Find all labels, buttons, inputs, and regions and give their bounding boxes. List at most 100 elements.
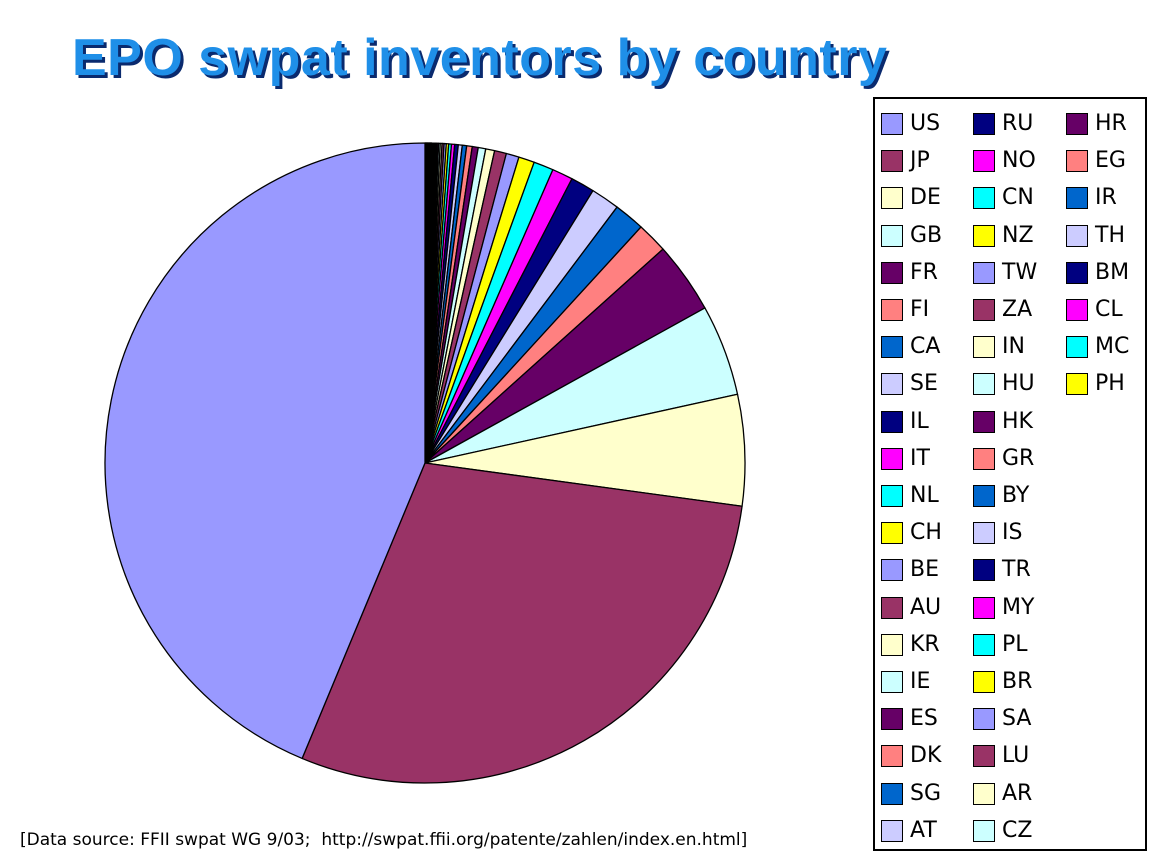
legend-swatch <box>973 336 995 359</box>
legend-entry-il: IL <box>881 408 929 436</box>
legend-entry-ru: RU <box>973 110 1033 138</box>
legend-label: ES <box>910 706 938 732</box>
legend-entry-it: IT <box>881 445 930 473</box>
legend-label: NL <box>910 483 939 508</box>
legend-swatch <box>1066 373 1088 396</box>
legend-label: DE <box>910 185 941 211</box>
legend-swatch <box>881 633 903 656</box>
legend-swatch <box>973 187 995 210</box>
legend-swatch <box>1066 336 1088 359</box>
legend-entry-hk: HK <box>973 408 1033 436</box>
legend-entry-gb: GB <box>881 222 942 250</box>
legend-swatch <box>1066 261 1088 284</box>
pie-chart <box>104 142 746 784</box>
legend-label: RU <box>1002 111 1034 136</box>
legend-label: FR <box>910 259 938 285</box>
chart-title: EPO swpat inventors by country <box>72 29 888 87</box>
legend-label: AR <box>1002 780 1033 806</box>
legend-label: DK <box>910 743 942 769</box>
legend-swatch <box>973 522 995 545</box>
legend-swatch <box>973 671 995 693</box>
legend-swatch <box>1066 224 1088 247</box>
legend-entry-hr: HR <box>1066 110 1127 138</box>
legend-swatch <box>973 633 995 656</box>
legend-label: BM <box>1095 259 1130 285</box>
legend-swatch <box>881 782 903 805</box>
legend-entry-cn: CN <box>973 184 1034 212</box>
legend-swatch <box>881 745 903 768</box>
legend-entry-es: ES <box>881 705 938 733</box>
legend-swatch <box>881 447 903 470</box>
legend-swatch <box>973 559 995 582</box>
legend-entry-ar: AR <box>973 780 1032 808</box>
legend-swatch <box>973 410 995 433</box>
legend-swatch <box>973 745 995 768</box>
legend-label: PL <box>1002 631 1028 657</box>
legend-swatch <box>973 447 995 470</box>
legend-swatch <box>973 261 995 284</box>
legend-swatch <box>881 150 903 173</box>
legend-entry-eg: EG <box>1066 147 1126 175</box>
legend-entry-at: AT <box>881 817 937 845</box>
legend-entry-za: ZA <box>973 296 1032 324</box>
legend-label: SA <box>1002 706 1032 732</box>
legend-swatch <box>973 224 995 247</box>
legend-entry-lu: LU <box>973 742 1029 770</box>
legend-entry-by: BY <box>973 482 1029 510</box>
legend-swatch <box>881 708 903 731</box>
legend-entry-ca: CA <box>881 333 940 361</box>
legend-label: MY <box>1002 594 1035 620</box>
legend-label: IS <box>1002 520 1023 546</box>
legend-label: CZ <box>1002 817 1033 843</box>
legend-entry-ir: IR <box>1066 184 1117 212</box>
legend-label: IR <box>1095 185 1117 211</box>
legend-label: CL <box>1095 297 1123 322</box>
legend-label: CA <box>910 334 941 360</box>
legend-label: GR <box>1002 445 1035 471</box>
legend-swatch <box>881 522 903 545</box>
legend-entry-au: AU <box>881 594 941 622</box>
legend-label: CH <box>910 520 942 546</box>
legend-entry-de: DE <box>881 184 941 212</box>
legend-swatch <box>1066 299 1088 321</box>
legend-entry-fr: FR <box>881 259 938 287</box>
legend-entry-tr: TR <box>973 556 1031 584</box>
legend-swatch <box>973 708 995 731</box>
legend-label: SE <box>910 371 938 397</box>
legend-label: HU <box>1002 371 1035 397</box>
legend-label: EG <box>1095 148 1126 174</box>
legend-swatch <box>881 336 903 359</box>
legend-label: GB <box>910 222 943 248</box>
legend-entry-bm: BM <box>1066 259 1129 287</box>
legend-swatch <box>973 596 995 619</box>
legend-label: AT <box>910 817 937 843</box>
legend-swatch <box>973 299 995 321</box>
legend-entry-se: SE <box>881 370 938 398</box>
data-source-note: [Data source: FFII swpat WG 9/03; http:/… <box>20 830 748 850</box>
legend-label: IT <box>910 445 930 471</box>
legend-entry-th: TH <box>1066 222 1125 250</box>
legend-entry-in: IN <box>973 333 1025 361</box>
legend-label: PH <box>1095 371 1125 397</box>
legend-label: HR <box>1095 111 1127 136</box>
legend-entry-pl: PL <box>973 631 1028 659</box>
legend-label: JP <box>910 148 930 174</box>
legend-entry-is: IS <box>973 519 1022 547</box>
legend-entry-us: US <box>881 110 940 138</box>
legend-label: SG <box>910 780 942 806</box>
legend-swatch <box>1066 150 1088 173</box>
legend-label: AU <box>910 594 942 620</box>
legend-entry-be: BE <box>881 556 939 584</box>
legend-label: KR <box>910 631 940 657</box>
legend-swatch <box>1066 113 1088 135</box>
legend-swatch <box>881 671 903 693</box>
legend-swatch <box>881 187 903 210</box>
legend-swatch <box>881 819 903 842</box>
legend-entry-ph: PH <box>1066 370 1125 398</box>
legend-entry-ie: IE <box>881 668 930 696</box>
legend-label: IL <box>910 408 929 434</box>
legend-entry-ch: CH <box>881 519 942 547</box>
legend-label: HK <box>1002 408 1033 434</box>
legend-entry-mc: MC <box>1066 333 1129 361</box>
legend-swatch <box>973 819 995 842</box>
